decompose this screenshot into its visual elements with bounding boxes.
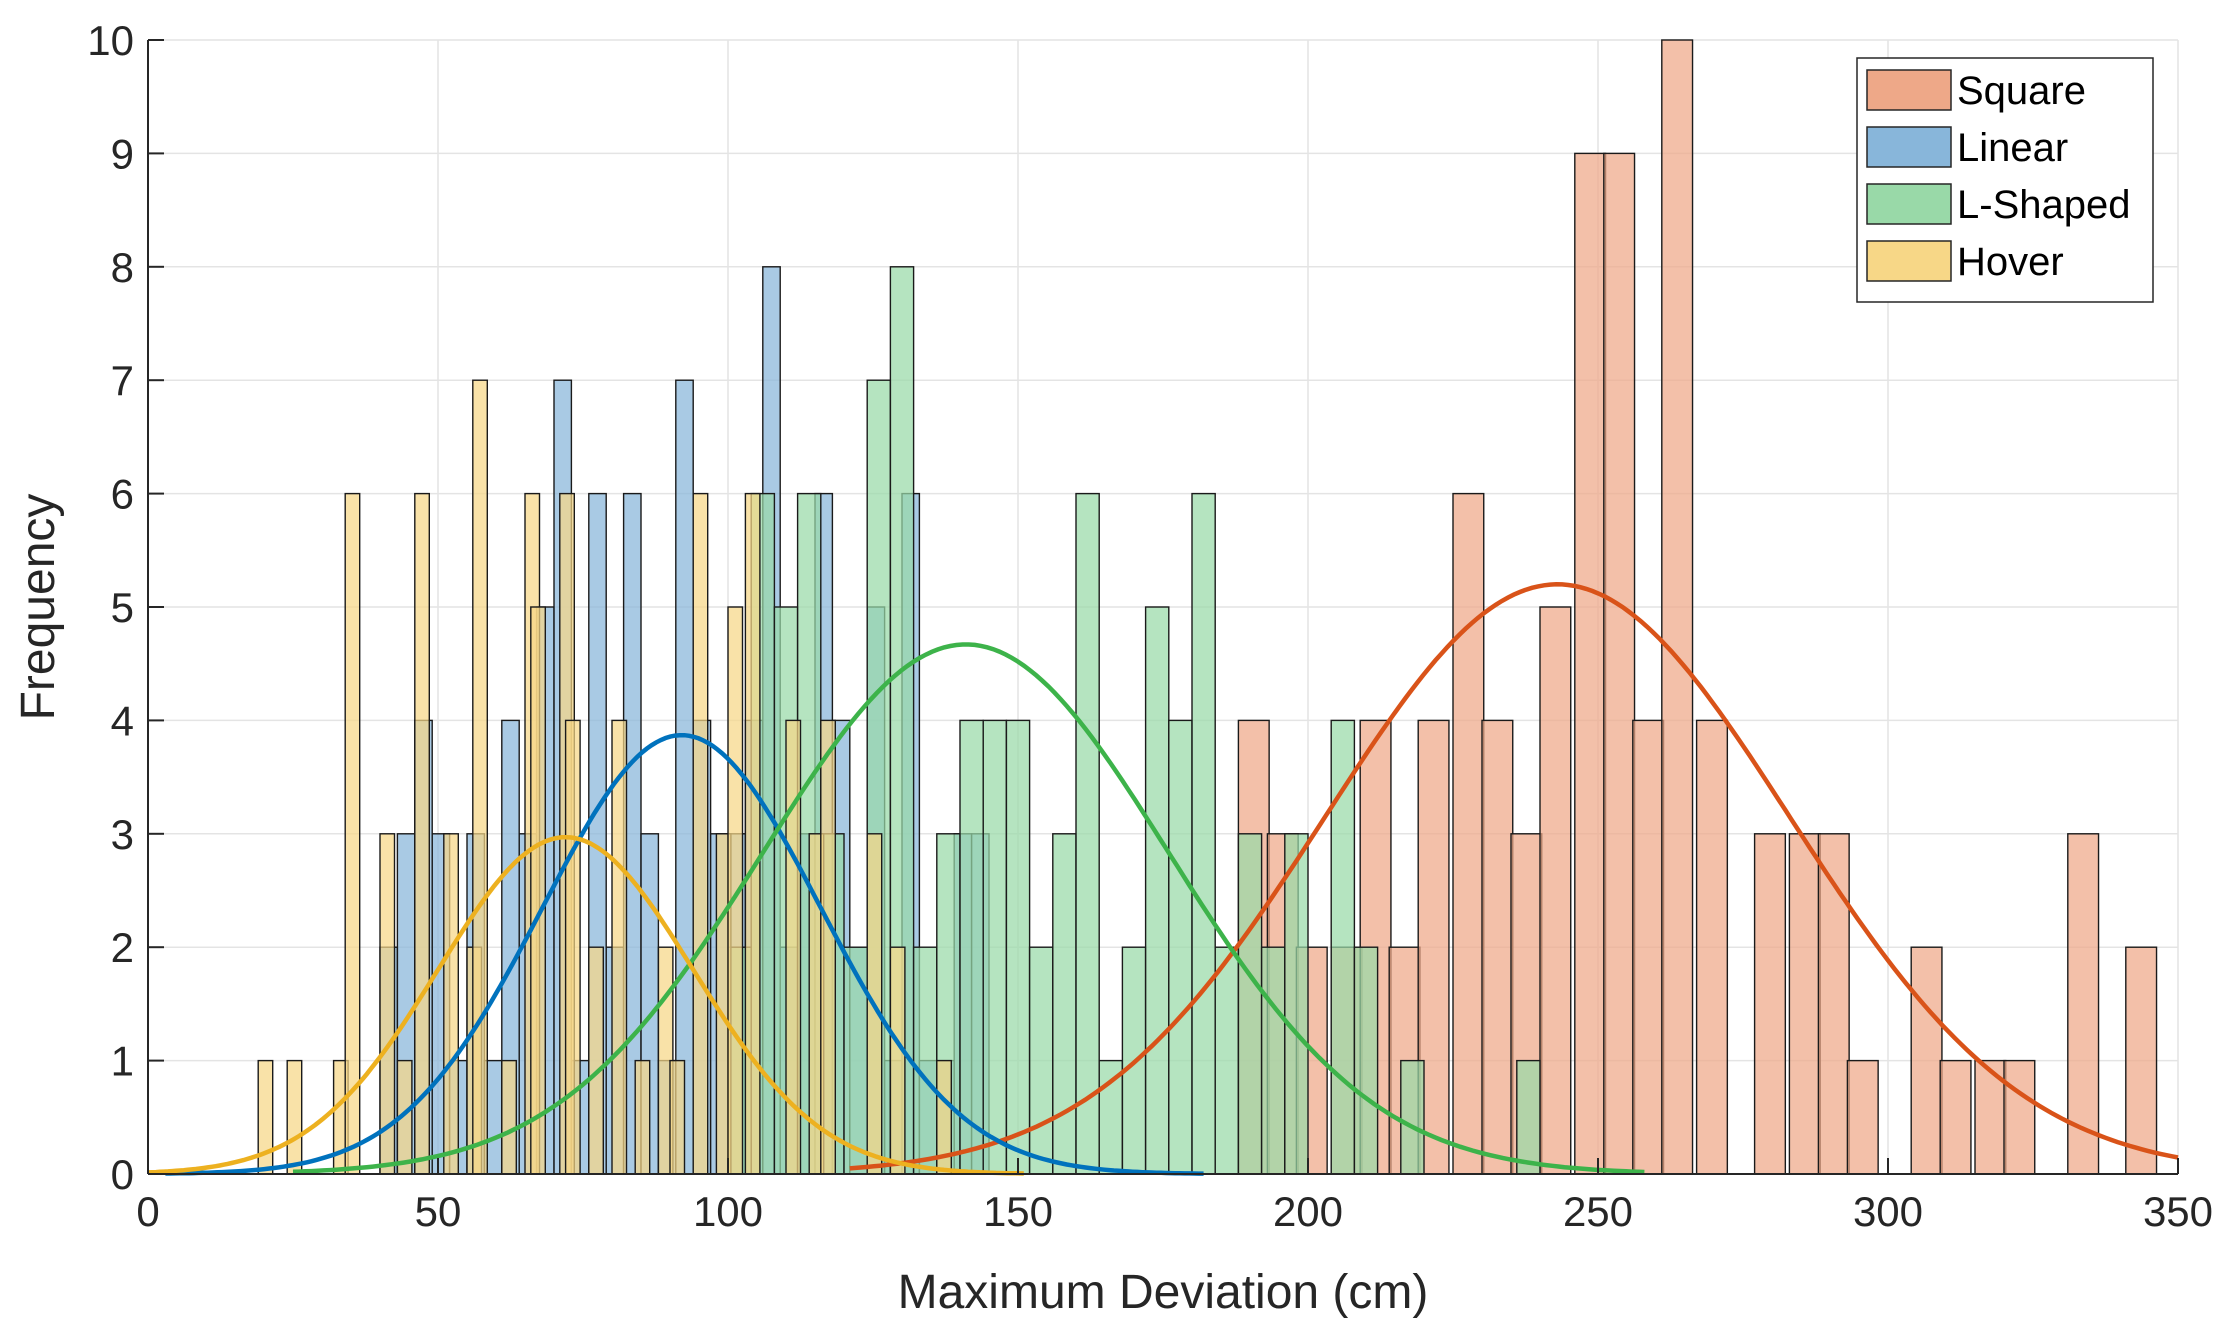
histogram-bar [820, 719, 836, 1175]
y-tick-label: 6 [111, 471, 134, 518]
histogram-bar [2125, 946, 2158, 1175]
histogram-bar [1910, 946, 1943, 1175]
legend-swatch [1866, 183, 1952, 225]
histogram-bar [501, 1059, 517, 1175]
histogram-bar [634, 1059, 651, 1175]
histogram-bar [1539, 606, 1572, 1175]
histogram-bar [1817, 833, 1850, 1175]
histogram-bar [959, 719, 984, 1175]
histogram-bar [843, 946, 868, 1175]
histogram-bar [1481, 719, 1514, 1175]
histogram-bar [1788, 833, 1821, 1175]
histogram-bar [982, 719, 1008, 1175]
y-tick-label: 0 [111, 1151, 134, 1198]
tick-labels: 0 50 100 150 200 250 300 350 0 1 2 3 4 5 6 7 8 9 10 [87, 17, 2213, 1235]
legend-label: Square [1957, 69, 2086, 113]
histogram-bar [611, 719, 628, 1175]
histogram-bar [692, 492, 709, 1175]
histogram-bar [1284, 833, 1309, 1175]
x-tick-label: 250 [1563, 1188, 1633, 1235]
legend: Square Linear L-Shaped Hover [1856, 57, 2154, 303]
histogram-bar [564, 719, 581, 1175]
histogram-bars [257, 39, 2158, 1175]
histogram-bar [1846, 1059, 1879, 1175]
histogram-bar [414, 492, 430, 1175]
fit-curves [147, 582, 2179, 1176]
x-tick-label: 300 [1853, 1188, 1923, 1235]
histogram-bar [912, 946, 938, 1175]
y-tick-label: 9 [111, 130, 134, 177]
histogram-bar [2067, 833, 2100, 1175]
y-tick-label: 7 [111, 357, 134, 404]
x-tick-label: 0 [136, 1188, 159, 1235]
histogram-bar [1603, 152, 1636, 1175]
x-tick-label: 200 [1273, 1188, 1343, 1235]
y-axis-title: Frequency [12, 494, 65, 721]
fit-curve-square [849, 582, 2179, 1171]
histogram-bar [1939, 1059, 1972, 1175]
histogram-bar [1260, 946, 1286, 1175]
histogram-bar [1661, 39, 1694, 1175]
histogram-bar [1574, 152, 1607, 1175]
y-tick-label: 2 [111, 924, 134, 971]
histogram-bar [530, 606, 546, 1175]
legend-label: L-Shaped [1957, 183, 2130, 227]
y-tick-label: 10 [87, 17, 134, 64]
fit-curve-linear [165, 732, 1204, 1176]
x-tick-label: 350 [2143, 1188, 2213, 1235]
histogram-bar [1214, 946, 1240, 1175]
y-tick-label: 3 [111, 811, 134, 858]
x-tick-label: 50 [415, 1188, 462, 1235]
y-tick-label: 1 [111, 1038, 134, 1085]
histogram-bar [472, 379, 488, 1175]
y-tick-label: 4 [111, 697, 134, 744]
histogram-bar [344, 492, 361, 1175]
histogram-bar [588, 946, 604, 1175]
histogram-bar [1052, 833, 1077, 1175]
histogram-bar [1168, 719, 1193, 1175]
histogram-bar [1191, 492, 1216, 1175]
axes [147, 39, 2179, 1175]
legend-label: Linear [1957, 126, 2068, 170]
histogram-bar [2003, 1059, 2036, 1175]
legend-swatch [1866, 126, 1952, 168]
legend-swatch [1866, 69, 1952, 111]
histogram-bar [1753, 833, 1787, 1175]
histogram-bar [1075, 492, 1100, 1175]
histogram-bar [1452, 492, 1485, 1175]
histogram-bar [1005, 719, 1031, 1175]
histogram-bar [1400, 1059, 1425, 1175]
histogram-bar [1144, 606, 1170, 1175]
histogram-bar [744, 492, 761, 1175]
fit-curve-hover [147, 834, 1024, 1176]
x-axis-title: Maximum Deviation (cm) [898, 1266, 1429, 1319]
histogram-bar [1353, 946, 1379, 1175]
histogram-bar [1695, 719, 1729, 1175]
histogram-bar [669, 1059, 686, 1175]
x-tick-label: 100 [693, 1188, 763, 1235]
histogram-bar [675, 379, 694, 1175]
histogram-bar [1237, 833, 1263, 1175]
y-tick-label: 8 [111, 244, 134, 291]
histogram-bar [1516, 1059, 1541, 1175]
legend-label: Hover [1957, 240, 2064, 284]
histogram-bar [443, 833, 459, 1175]
y-tick-label: 5 [111, 584, 134, 631]
legend-swatch [1866, 240, 1952, 282]
histogram-bar [286, 1059, 303, 1175]
histogram-bar [1632, 719, 1665, 1175]
histogram-bar [889, 946, 906, 1175]
x-tick-label: 150 [983, 1188, 1053, 1235]
fit-curve-l-shaped [292, 642, 1645, 1175]
histogram-bar [1028, 946, 1054, 1175]
